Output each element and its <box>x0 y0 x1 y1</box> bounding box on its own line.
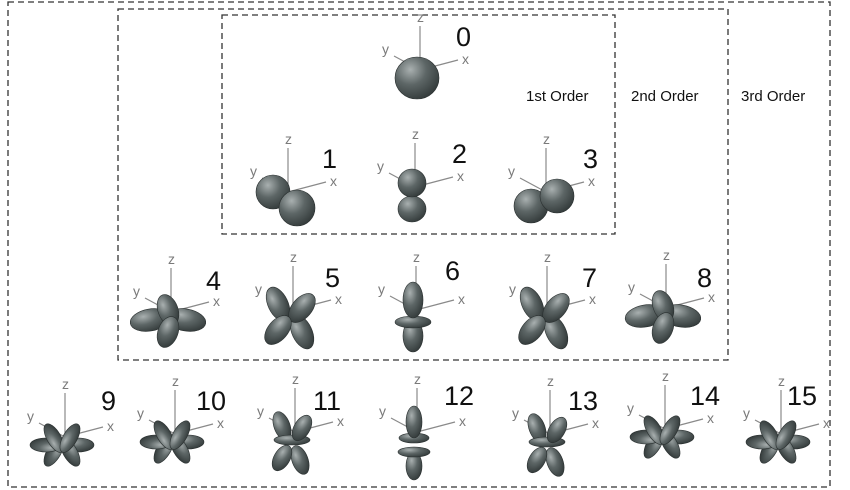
z-axis-label: z <box>663 247 670 263</box>
z-axis-label: z <box>172 373 179 389</box>
harmonic-11: z x y 11 <box>257 371 344 475</box>
y-axis-label: y <box>382 41 389 57</box>
x-axis-label: x <box>217 415 224 431</box>
z-axis-label: z <box>544 249 551 265</box>
harmonic-index-label: 0 <box>456 22 471 52</box>
y-axis-label: y <box>378 281 385 297</box>
y-axis-label: y <box>257 403 264 419</box>
x-axis-label: x <box>458 291 465 307</box>
x-axis-label: x <box>107 418 114 434</box>
x-axis-label: x <box>459 413 466 429</box>
harmonic-index-label: 13 <box>568 386 598 416</box>
x-axis-label: x <box>823 415 830 431</box>
x-axis-label: x <box>337 413 344 429</box>
x-axis-label: x <box>592 415 599 431</box>
y-axis-label: y <box>512 405 519 421</box>
harmonic-index-label: 6 <box>445 256 460 286</box>
z-axis-label: z <box>292 371 299 387</box>
second-order-frame <box>117 8 729 361</box>
y-axis-label: y <box>377 158 384 174</box>
x-axis-label: x <box>588 173 595 189</box>
harmonic-index-label: 14 <box>690 381 720 411</box>
x-axis-label: x <box>213 293 220 309</box>
harmonic-0: z x y 0 <box>382 9 471 100</box>
harmonic-6: z x y 6 <box>378 249 465 353</box>
z-axis-label: z <box>417 9 424 25</box>
x-axis-label: x <box>335 291 342 307</box>
y-axis-label: y <box>255 281 262 297</box>
harmonic-index-label: 5 <box>325 263 340 293</box>
first-order-label: 1st Order <box>526 88 589 105</box>
harmonics-layer: z x y 0 z x y 1 z x y 2 z x y 3 z x y 4 z x y 5 z x y 6 z x y 7 z x y 8 z x y 9… <box>27 9 830 481</box>
harmonic-9: z x y 9 <box>27 376 116 467</box>
y-axis-label: y <box>628 279 635 295</box>
harmonic-index-label: 2 <box>452 139 467 169</box>
y-axis-label: y <box>27 408 34 424</box>
x-axis-label: x <box>457 168 464 184</box>
harmonic-7: z x y 7 <box>509 249 597 350</box>
harmonic-index-label: 12 <box>444 381 474 411</box>
harmonic-index-label: 8 <box>697 263 712 293</box>
z-axis-label: z <box>414 371 421 387</box>
z-axis-label: z <box>412 126 419 142</box>
harmonic-13: z x y 13 <box>512 373 599 477</box>
y-axis-label: y <box>508 163 515 179</box>
harmonic-index-label: 4 <box>206 266 221 296</box>
x-axis-label: x <box>708 289 715 305</box>
harmonic-4: z x y 4 <box>129 251 221 348</box>
x-axis-label: x <box>589 291 596 307</box>
harmonic-index-label: 11 <box>313 386 341 416</box>
z-axis-label: z <box>543 131 550 147</box>
harmonic-5: z x y 5 <box>255 249 342 350</box>
harmonic-index-label: 1 <box>322 144 337 174</box>
y-axis-label: y <box>743 405 750 421</box>
z-axis-label: z <box>290 249 297 265</box>
harmonic-2: z x y 2 <box>377 126 467 223</box>
third-order-label: 3rd Order <box>741 88 805 105</box>
x-axis-label: x <box>707 410 714 426</box>
y-axis-label: y <box>137 405 144 421</box>
x-axis-label: x <box>330 173 337 189</box>
z-axis-label: z <box>778 373 785 389</box>
y-axis-label: y <box>250 163 257 179</box>
first-order-frame <box>221 14 616 235</box>
harmonic-index-label: 3 <box>583 144 598 174</box>
harmonic-14: z x y 14 <box>627 368 720 459</box>
harmonic-index-label: 7 <box>582 263 597 293</box>
z-axis-label: z <box>662 368 669 384</box>
third-order-frame <box>7 1 831 488</box>
y-axis-label: y <box>133 283 140 299</box>
harmonic-index-label: 9 <box>101 386 116 416</box>
z-axis-label: z <box>547 373 554 389</box>
x-axis-label: x <box>462 51 469 67</box>
z-axis-label: z <box>62 376 69 392</box>
z-axis-label: z <box>168 251 175 267</box>
harmonic-1: z x y 1 <box>250 131 337 227</box>
harmonic-8: z x y 8 <box>624 247 715 344</box>
harmonic-index-label: 15 <box>787 381 817 411</box>
y-axis-label: y <box>379 403 386 419</box>
z-axis-label: z <box>413 249 420 265</box>
second-order-label: 2nd Order <box>631 88 699 105</box>
y-axis-label: y <box>627 400 634 416</box>
y-axis-label: y <box>509 281 516 297</box>
harmonic-10: z x y 10 <box>137 373 226 464</box>
harmonic-3: z x y 3 <box>508 131 598 224</box>
z-axis-label: z <box>285 131 292 147</box>
harmonic-12: z x y 12 <box>379 371 474 481</box>
harmonic-15: z x y 15 <box>743 373 830 464</box>
harmonic-index-label: 10 <box>196 386 226 416</box>
